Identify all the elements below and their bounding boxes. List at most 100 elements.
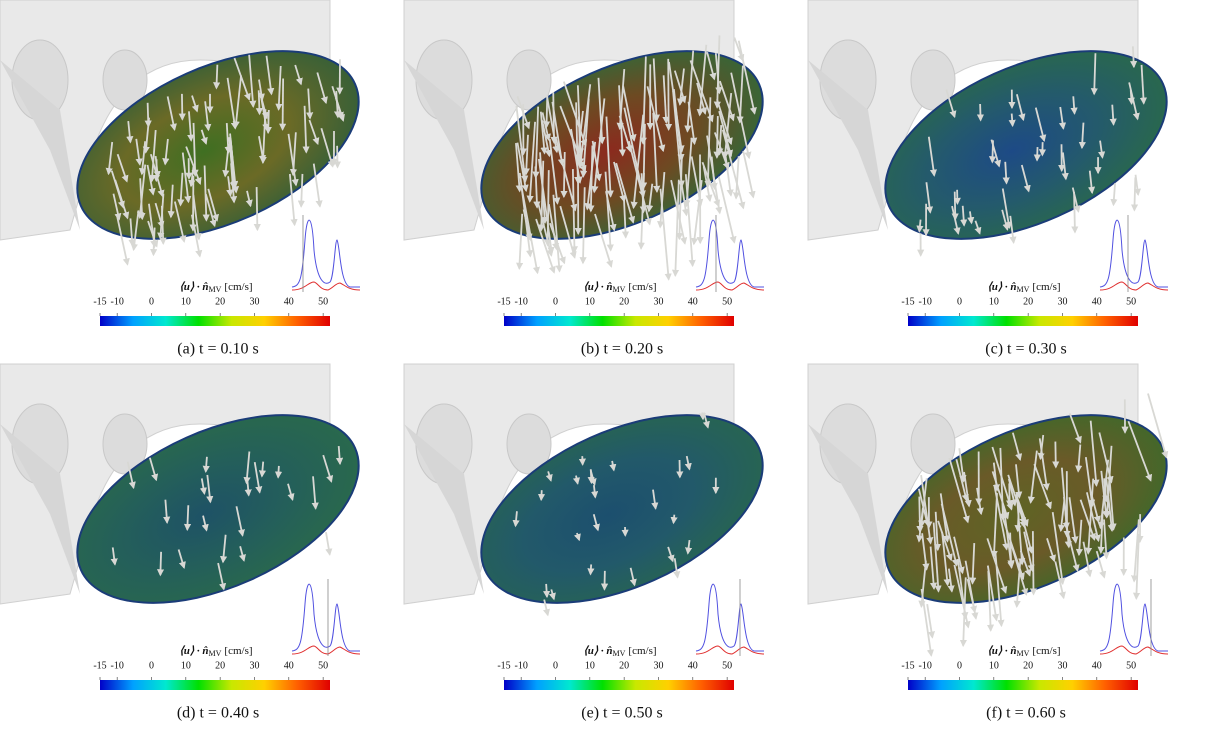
velocity-arrow — [541, 490, 542, 500]
colorbar-tick-label: 40 — [1092, 660, 1102, 671]
colorbar-label-main: ⟨u⟩ · n̂ — [987, 645, 1016, 657]
colorbar-tick-label: 20 — [215, 296, 225, 307]
velocity-arrow — [590, 564, 591, 574]
velocity-arrow — [206, 457, 207, 472]
velocity-arrow — [262, 462, 263, 477]
velocity-arrow — [216, 65, 217, 88]
colorbar-tick-label: -15 — [93, 660, 106, 671]
inset-plot — [292, 215, 360, 292]
colorbar-tick-label: 20 — [1023, 296, 1033, 307]
colorbar-label-main: ⟨u⟩ · n̂ — [583, 281, 612, 293]
velocity-arrow — [283, 79, 284, 130]
caption: (e) t = 0.50 s — [581, 705, 662, 722]
colorbar-tick-label: 50 — [1126, 296, 1136, 307]
colorbar-tick-label: 20 — [619, 296, 629, 307]
velocity-arrow — [1012, 114, 1013, 126]
velocity-arrow — [1009, 483, 1010, 506]
colorbar-tick-label: 30 — [653, 296, 663, 307]
colorbar-label-sub: MV — [209, 285, 222, 294]
colorbar-label-unit: [cm/s] — [628, 645, 656, 657]
panel: -15-1001020304050⟨u⟩ · n̂MV[cm/s](a) t =… — [0, 0, 387, 358]
velocity-arrow — [546, 96, 547, 127]
colorbar-tick-label: 30 — [1057, 296, 1067, 307]
velocity-arrow — [278, 466, 279, 477]
velocity-arrow — [160, 552, 161, 575]
colorbar-tick-label: 10 — [181, 296, 191, 307]
colorbar — [908, 680, 1138, 690]
colorbar-tick-label: -10 — [110, 296, 123, 307]
velocity-arrow — [546, 584, 547, 597]
colorbar-tick-label: -10 — [514, 660, 527, 671]
velocity-arrow — [257, 187, 258, 230]
colorbar-tick-label: 30 — [653, 660, 663, 671]
colorbar-tick-label: 10 — [989, 296, 999, 307]
colorbar-tick-label: -15 — [93, 296, 106, 307]
colorbar-label-sub: MV — [1017, 285, 1030, 294]
caption: (a) t = 0.10 s — [177, 341, 258, 358]
colorbar-tick-label: 10 — [989, 660, 999, 671]
colorbar-label-main: ⟨u⟩ · n̂ — [179, 645, 208, 657]
colorbar-tick-label: 20 — [1023, 660, 1033, 671]
colorbar-label: ⟨u⟩ · n̂MV[cm/s] — [583, 645, 656, 658]
colorbar-tick-label: 0 — [957, 296, 962, 307]
colorbar-tick-label: 50 — [1126, 660, 1136, 671]
velocity-arrow — [148, 103, 149, 126]
colorbar-tick-label: 30 — [1057, 660, 1067, 671]
colorbar-tick-label: 50 — [318, 296, 328, 307]
velocity-arrow — [702, 412, 703, 418]
colorbar-label: ⟨u⟩ · n̂MV[cm/s] — [583, 281, 656, 294]
velocity-arrow — [259, 90, 260, 114]
colorbar-tick-label: -15 — [901, 660, 914, 671]
colorbar-tick-label: 10 — [181, 660, 191, 671]
inset-blue-curve — [1100, 220, 1168, 287]
colorbar-tick-label: 0 — [149, 296, 154, 307]
colorbar-label-sub: MV — [1017, 649, 1030, 658]
colorbar-tick-label: -10 — [110, 660, 123, 671]
colorbar-tick-label: 10 — [585, 660, 595, 671]
velocity-arrow — [339, 446, 340, 464]
colorbar-tick-label: -10 — [918, 660, 931, 671]
colorbar — [100, 680, 330, 690]
velocity-arrow — [1094, 53, 1095, 94]
colorbar-label-sub: MV — [613, 285, 626, 294]
velocity-arrow — [719, 177, 735, 243]
colorbar-label: ⟨u⟩ · n̂MV[cm/s] — [987, 281, 1060, 294]
velocity-arrow — [980, 104, 981, 120]
colorbar-tick-label: 40 — [284, 660, 294, 671]
panel: -15-1001020304050⟨u⟩ · n̂MV[cm/s](d) t =… — [0, 364, 387, 722]
colorbar — [504, 316, 734, 326]
colorbar-tick-label: 30 — [249, 296, 259, 307]
velocity-arrow — [591, 469, 592, 482]
colorbar-label: ⟨u⟩ · n̂MV[cm/s] — [179, 281, 252, 294]
colorbar-tick-label: 50 — [722, 296, 732, 307]
velocity-arrow — [564, 152, 565, 197]
velocity-arrow — [1074, 192, 1075, 232]
velocity-arrow — [717, 116, 718, 157]
velocity-arrow — [1005, 162, 1006, 183]
colorbar-label-unit: [cm/s] — [224, 281, 252, 293]
inset-blue-curve — [696, 220, 764, 287]
inset-plot — [1100, 215, 1168, 292]
colorbar-label: ⟨u⟩ · n̂MV[cm/s] — [179, 645, 252, 658]
colorbar-tick-label: 0 — [553, 296, 558, 307]
panel: -15-1001020304050⟨u⟩ · n̂MV[cm/s](e) t =… — [404, 364, 791, 722]
colorbar-label-unit: [cm/s] — [1032, 281, 1060, 293]
velocity-arrow — [674, 515, 675, 523]
colorbar-label-main: ⟨u⟩ · n̂ — [987, 281, 1016, 293]
colorbar-tick-label: 10 — [585, 296, 595, 307]
velocity-arrow — [1133, 46, 1134, 66]
colorbar-tick-label: 40 — [688, 296, 698, 307]
colorbar-label-sub: MV — [613, 649, 626, 658]
inset-plot — [292, 579, 360, 656]
velocity-arrow — [153, 228, 154, 255]
colorbar-label-unit: [cm/s] — [1032, 645, 1060, 657]
inset-blue-curve — [1100, 584, 1168, 651]
colorbar — [908, 316, 1138, 326]
colorbar-label-sub: MV — [209, 649, 222, 658]
velocity-arrow — [1134, 177, 1135, 210]
inset-blue-curve — [292, 220, 360, 287]
panel: -15-1001020304050⟨u⟩ · n̂MV[cm/s](f) t =… — [808, 364, 1195, 722]
inset-blue-curve — [696, 584, 764, 651]
